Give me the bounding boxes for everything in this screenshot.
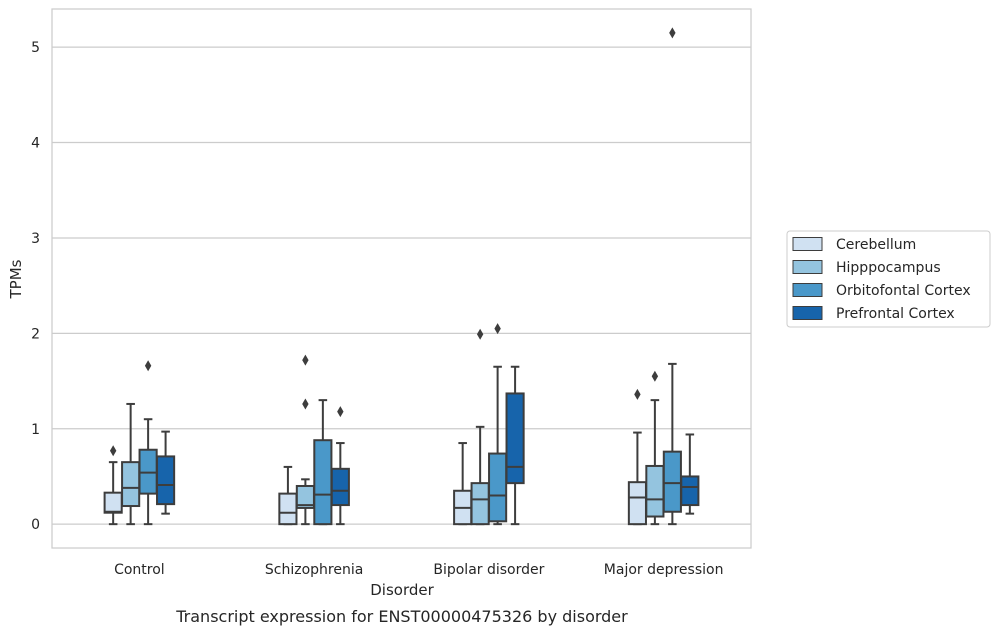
box-body	[313, 439, 333, 526]
legend-label: Cerebellum	[836, 237, 916, 253]
box-body	[680, 475, 700, 507]
box-orbitofontal-cortex	[488, 323, 508, 526]
outlier-marker	[494, 323, 501, 335]
box-orbitofontal-cortex	[662, 27, 682, 526]
outlier-marker	[144, 360, 152, 372]
box-body	[627, 481, 647, 526]
x-tick-label: Schizophrenia	[265, 562, 363, 578]
box-prefrontal-cortex	[680, 433, 700, 515]
x-axis-ticks: Control Schizophrenia Bipolar disorder Majo…	[114, 562, 723, 578]
legend-swatch	[792, 306, 823, 320]
legend-label: Orbitofontal Cortex	[836, 283, 971, 299]
outlier-marker	[337, 406, 344, 418]
plot-frame	[51, 8, 752, 549]
box-body	[488, 452, 508, 523]
chart-marks	[103, 27, 700, 526]
box-body	[645, 464, 665, 518]
box-body	[103, 491, 123, 514]
box-body	[662, 450, 682, 513]
box-body	[156, 455, 176, 506]
box-prefrontal-cortex	[505, 365, 525, 526]
legend-swatch	[792, 283, 823, 297]
box-orbitofontal-cortex	[138, 360, 158, 526]
box-prefrontal-cortex	[330, 406, 350, 526]
box-cerebellum	[453, 442, 473, 526]
box-orbitofontal-cortex	[313, 399, 333, 526]
box-body	[470, 482, 490, 526]
outlier-marker	[634, 388, 641, 400]
box-hipppocampus	[121, 402, 141, 526]
legend: Cerebellum Hipppocampus Orbitofontal Corte…	[786, 230, 991, 328]
box-cerebellum	[103, 445, 123, 526]
y-tick-label: 1	[31, 422, 40, 438]
box-body	[505, 392, 525, 485]
box-body	[278, 492, 298, 526]
chart-caption: Transcript expression for ENST0000047532…	[175, 607, 628, 626]
outlier-marker	[651, 370, 659, 382]
outlier-marker	[302, 398, 309, 410]
box-hipppocampus	[645, 370, 665, 526]
y-axis-label: TPMs	[7, 259, 25, 299]
y-tick-label: 4	[31, 136, 40, 152]
box-cerebellum	[627, 388, 647, 526]
box-hipppocampus	[470, 328, 490, 526]
box-body	[121, 461, 141, 508]
x-tick-label: Control	[114, 562, 165, 578]
legend-label: Hipppocampus	[836, 260, 941, 276]
box-hipppocampus	[295, 354, 315, 526]
legend-frame	[786, 230, 991, 328]
x-tick-label: Bipolar disorder	[433, 562, 544, 578]
y-tick-label: 5	[31, 40, 40, 56]
y-tick-label: 0	[31, 517, 40, 533]
legend-swatch	[792, 260, 823, 274]
box-cerebellum	[278, 465, 298, 526]
box-body	[330, 467, 350, 507]
outlier-marker	[669, 27, 676, 39]
x-tick-label: Major depression	[604, 562, 724, 578]
x-axis-label: Disorder	[370, 581, 434, 599]
outlier-marker	[109, 445, 117, 457]
box-prefrontal-cortex	[156, 430, 176, 515]
outlier-marker	[476, 328, 484, 340]
legend-label: Prefrontal Cortex	[836, 306, 955, 322]
y-axis-ticks: 0 1 2 3 4 5	[31, 40, 40, 533]
legend-swatch	[792, 237, 823, 251]
outlier-marker	[302, 354, 309, 366]
y-tick-label: 3	[31, 231, 40, 247]
y-tick-label: 2	[31, 326, 40, 342]
